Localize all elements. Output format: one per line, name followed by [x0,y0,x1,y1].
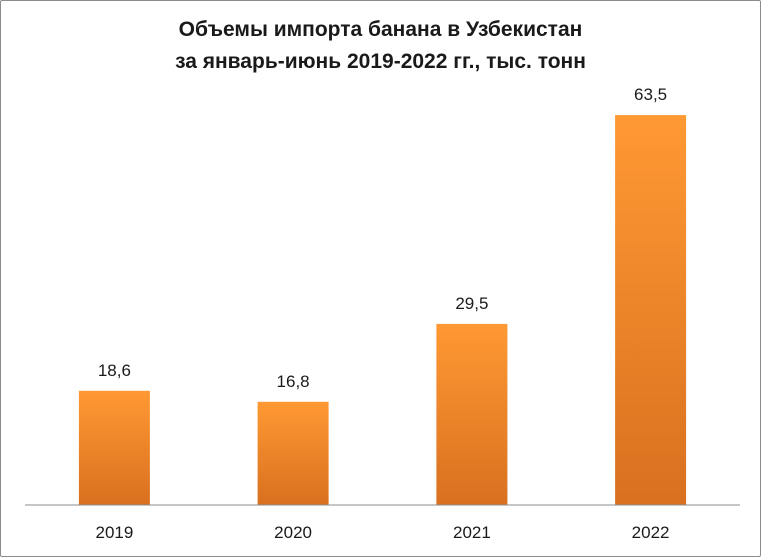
value-label-2020: 16,8 [277,372,310,391]
chart-title-block: Объемы импорта банана в Узбекистан за ян… [0,14,761,78]
value-label-2021: 29,5 [455,294,488,313]
category-labels-layer: 2019 2020 2021 2022 [95,523,669,542]
bar-2022 [615,115,687,505]
category-label-2020: 2020 [274,523,312,542]
bars-layer [78,115,687,505]
value-labels-layer: 18,6 16,8 29,5 63,5 [98,85,667,391]
bar-2019 [78,390,150,505]
category-label-2022: 2022 [632,523,670,542]
chart-subtitle: за январь-июнь 2019-2022 гг., тыс. тонн [175,50,586,73]
chart-title: Объемы импорта банана в Узбекистан [178,18,583,41]
bar-2021 [436,323,508,505]
category-label-2019: 2019 [95,523,133,542]
bar-2020 [257,401,329,505]
value-label-2022: 63,5 [634,85,667,104]
category-label-2021: 2021 [453,523,491,542]
value-label-2019: 18,6 [98,361,131,380]
